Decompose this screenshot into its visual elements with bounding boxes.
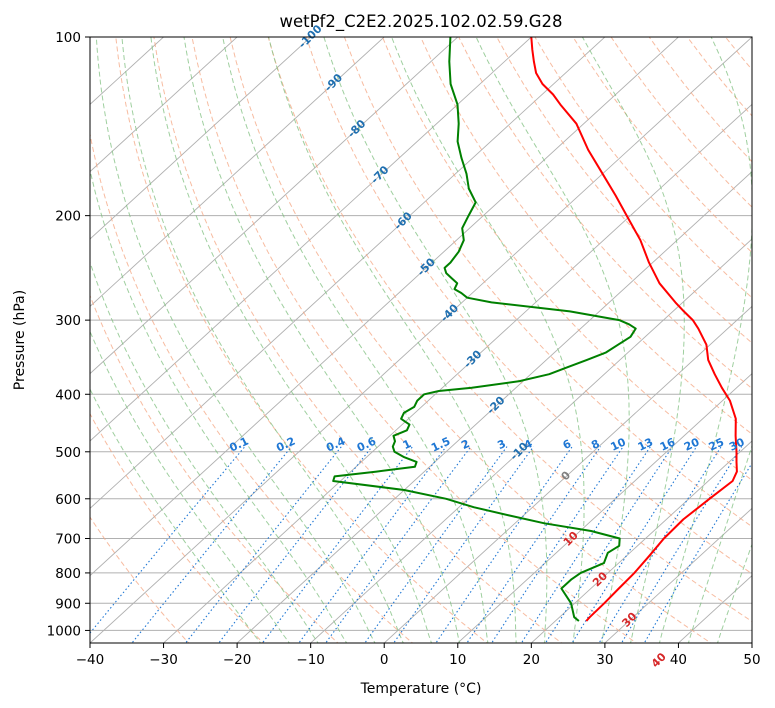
- isotherm-gridline: [310, 238, 752, 643]
- isotherm-gridline: [90, 37, 238, 173]
- moist-adiabat: [268, 37, 517, 643]
- profile-lines: [332, 37, 738, 622]
- mixing-ratio-label: 16: [658, 435, 678, 453]
- y-tick-label: 900: [55, 596, 81, 612]
- isotherm-gridline: [90, 37, 752, 643]
- plot-frame: [89, 36, 753, 644]
- dry-adiabat: [267, 37, 752, 623]
- isotherm-gridline: [751, 642, 752, 643]
- mixing-ratio-line: [131, 446, 293, 643]
- isotherm-gridline: [236, 171, 752, 643]
- mixing-ratio-line: [90, 446, 246, 634]
- isotherm-gridline: [90, 37, 312, 240]
- dry-adiabat: [458, 37, 752, 390]
- moist-adiabat: [222, 37, 489, 643]
- moist-adiabat: [90, 261, 319, 643]
- isotherm-gridline: [90, 37, 385, 307]
- moist-adiabat: [183, 37, 461, 643]
- mixing-ratio-label: 30: [727, 435, 747, 453]
- isotherm-gridline: [457, 373, 752, 643]
- y-tick-label: 100: [55, 30, 81, 46]
- mixing-ratio-line: [571, 446, 698, 643]
- moist-adiabat: [581, 37, 685, 643]
- moist-adiabat: [716, 543, 752, 643]
- moist-adiabat: [323, 37, 548, 643]
- dry-adiabat: [90, 294, 339, 643]
- axis-ticks: −40 −30 −20 −10 0 10 20 30 40 50 100 200 300 400 500 60…: [47, 30, 761, 668]
- x-tick-label: −10: [296, 652, 325, 668]
- mixing-ratio-line: [261, 446, 414, 643]
- x-tick-label: 10: [449, 652, 466, 668]
- y-tick-label: 800: [55, 566, 81, 582]
- mixing-ratio-label: 10: [608, 435, 628, 453]
- mixing-ratio-line: [393, 446, 534, 643]
- mixing-ratio-line: [435, 446, 573, 643]
- isotherm-gridline: [530, 440, 752, 643]
- x-tick-label: −40: [76, 652, 105, 668]
- moist-adiabat: [391, 37, 585, 643]
- moist-adiabat: [90, 167, 348, 643]
- dry-adiabat: [229, 37, 712, 643]
- y-tick-label: 1000: [47, 623, 81, 639]
- x-tick-label: 50: [743, 652, 760, 668]
- dry-adiabat: [534, 37, 752, 299]
- isotherm-gridline: [90, 37, 680, 577]
- dry-adiabat: [153, 37, 563, 643]
- temperature-profile-line: [530, 37, 738, 622]
- mixing-ratio-label: 25: [707, 435, 726, 453]
- moist-adiabat: [658, 37, 752, 643]
- dry-adiabat: [305, 37, 752, 575]
- dry-adiabat: [90, 131, 414, 643]
- y-tick-label: 200: [55, 209, 81, 225]
- x-tick-label: 0: [380, 652, 389, 668]
- y-tick-label: 600: [55, 492, 81, 508]
- y-tick-label: 500: [55, 445, 81, 461]
- isotherm-gridline: [90, 37, 606, 509]
- y-tick-label: 400: [55, 387, 81, 403]
- y-tick-label: 700: [55, 532, 81, 548]
- mixing-ratio-line: [298, 446, 447, 643]
- mixing-ratio-line: [491, 446, 624, 643]
- mixing-ratio-line: [598, 446, 722, 643]
- moist-adiabat: [90, 330, 291, 643]
- x-tick-label: 30: [596, 652, 613, 668]
- x-axis-title: Temperature (°C): [360, 681, 482, 697]
- mixing-ratio-line: [520, 446, 651, 643]
- dry-adiabat: [382, 37, 752, 481]
- y-tick-label: 300: [55, 313, 81, 329]
- background-lines: [90, 37, 775, 645]
- mixing-ratio-label: 20: [682, 435, 702, 453]
- dry-adiabat: [90, 412, 264, 643]
- x-tick-label: 20: [523, 652, 540, 668]
- isotherm-gridline: [604, 507, 752, 643]
- dewpoint-profile-line: [332, 37, 637, 622]
- chart-title: wetPf2_C2E2.2025.102.02.59.G28: [279, 12, 562, 32]
- x-tick-label: 40: [670, 652, 687, 668]
- mixing-ratio-line: [364, 446, 508, 643]
- dry-adiabat: [764, 37, 775, 645]
- mixing-ratio-line: [620, 446, 743, 643]
- moist-adiabat: [90, 388, 262, 643]
- y-axis-title: Pressure (hPa): [12, 290, 28, 390]
- mixing-ratio-line: [466, 446, 602, 643]
- mixing-ratio-line: [544, 446, 673, 643]
- mixing-ratio-label: 13: [636, 435, 655, 453]
- moist-adiabat: [121, 37, 404, 643]
- dry-adiabat: [90, 516, 190, 643]
- x-tick-label: −30: [149, 652, 178, 668]
- dry-adiabat: [115, 37, 488, 643]
- isotherm-gridline: [383, 305, 752, 643]
- isotherm-label: 40: [649, 650, 669, 670]
- x-tick-label: −20: [223, 652, 252, 668]
- isotherm-gridline: [162, 103, 752, 643]
